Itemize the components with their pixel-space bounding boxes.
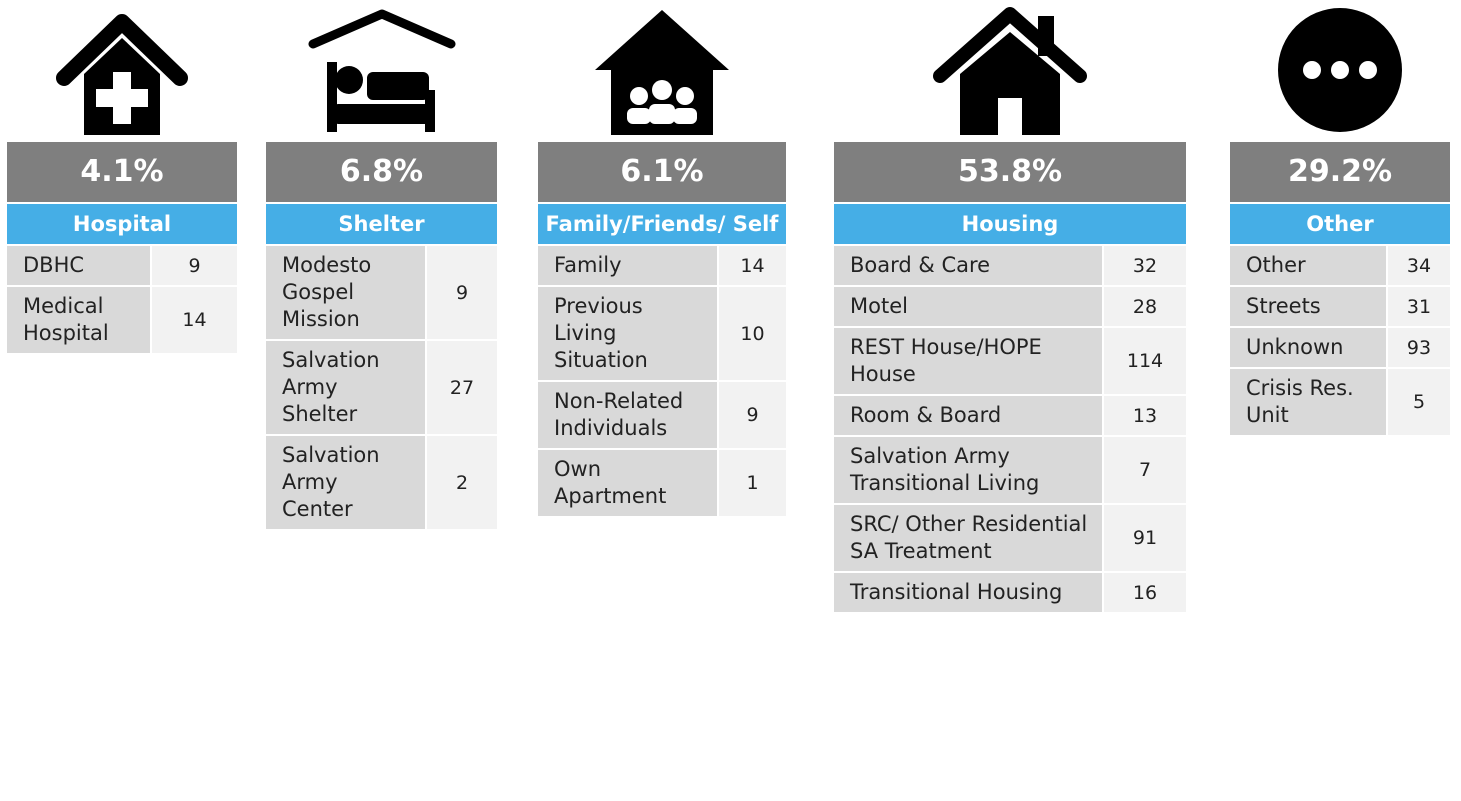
row-value: 1 (719, 450, 786, 516)
table: DBHC 9 Medical Hospital 14 (7, 246, 237, 353)
row-value: 93 (1388, 328, 1450, 367)
percent-bar: 29.2% (1230, 142, 1450, 202)
row-value: 9 (427, 246, 497, 339)
row-value: 7 (1104, 437, 1186, 503)
table: Board & Care 32 Motel 28 REST House/HOPE Hou… (834, 246, 1186, 612)
row-value: 16 (1104, 573, 1186, 612)
row-value: 28 (1104, 287, 1186, 326)
row-label: SRC/ Other Residential SA Treatment (834, 505, 1102, 571)
category-header: Hospital (7, 204, 237, 244)
table: Family 14 Previous Living Situation 10 Non-R… (538, 246, 786, 516)
row-label: Family (538, 246, 717, 285)
row-label: DBHC (7, 246, 150, 285)
column: 29.2% Other Other 34 Streets 31 Unknown 93 Crisi… (1230, 0, 1450, 435)
category-header: Other (1230, 204, 1450, 244)
row-value: 14 (152, 287, 237, 353)
row-label: Transitional Housing (834, 573, 1102, 612)
row-value: 9 (719, 382, 786, 448)
column: 4.1% Hospital DBHC 9 Medical Hospital 14 (7, 0, 237, 353)
column: 6.1% Family/Friends/ Self Family 14 Previous… (538, 0, 786, 516)
row-label: Unknown (1230, 328, 1386, 367)
house-icon (933, 7, 1087, 135)
row-value: 34 (1388, 246, 1450, 285)
row-value: 2 (427, 436, 497, 529)
row-value: 31 (1388, 287, 1450, 326)
row-value: 5 (1388, 369, 1450, 435)
row-value: 114 (1104, 328, 1186, 394)
row-label: Room & Board (834, 396, 1102, 435)
table: Other 34 Streets 31 Unknown 93 Crisis Res. Uni… (1230, 246, 1450, 435)
column: 53.8% Housing Board & Care 32 Motel 28 REST Ho… (834, 0, 1186, 612)
row-label: Crisis Res. Unit (1230, 369, 1386, 435)
row-value: 27 (427, 341, 497, 434)
row-label: Modesto Gospel Mission (266, 246, 425, 339)
column: 6.8% Shelter Modesto Gospel Mission 9 Salvat… (266, 0, 497, 529)
row-value: 9 (152, 246, 237, 285)
row-label: Non-Related Individuals (538, 382, 717, 448)
row-value: 13 (1104, 396, 1186, 435)
row-label: Streets (1230, 287, 1386, 326)
shelter-icon (308, 9, 455, 132)
row-label: Own Apartment (538, 450, 717, 516)
row-label: Salvation Army Transitional Living (834, 437, 1102, 503)
row-label: Other (1230, 246, 1386, 285)
category-header: Housing (834, 204, 1186, 244)
percent-bar: 6.8% (266, 142, 497, 202)
row-value: 91 (1104, 505, 1186, 571)
row-value: 32 (1104, 246, 1186, 285)
row-value: 14 (719, 246, 786, 285)
table: Modesto Gospel Mission 9 Salvation Army Sh… (266, 246, 497, 529)
percent-bar: 53.8% (834, 142, 1186, 202)
row-label: REST House/HOPE House (834, 328, 1102, 394)
other-icon (1278, 8, 1402, 132)
row-label: Board & Care (834, 246, 1102, 285)
row-label: Motel (834, 287, 1102, 326)
row-value: 10 (719, 287, 786, 380)
row-label: Salvation Army Shelter (266, 341, 425, 434)
family-icon (595, 10, 729, 135)
hospital-icon (56, 14, 188, 135)
category-header: Family/Friends/ Self (538, 204, 786, 244)
category-header: Shelter (266, 204, 497, 244)
percent-bar: 4.1% (7, 142, 237, 202)
percent-bar: 6.1% (538, 142, 786, 202)
row-label: Medical Hospital (7, 287, 150, 353)
row-label: Previous Living Situation (538, 287, 717, 380)
row-label: Salvation Army Center (266, 436, 425, 529)
